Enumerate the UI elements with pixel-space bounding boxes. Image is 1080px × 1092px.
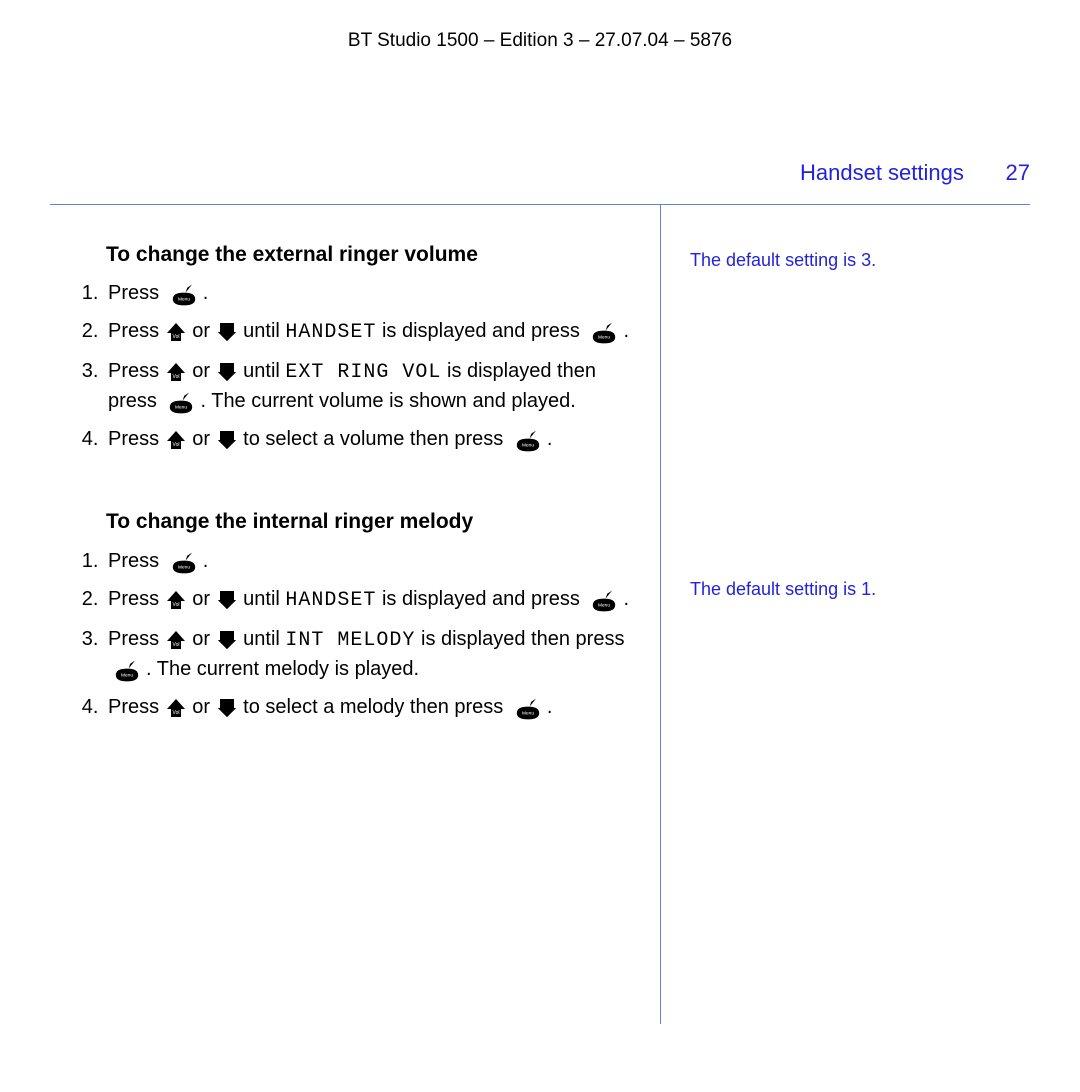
- vol-down-icon: [216, 589, 238, 611]
- vol-up-icon: [165, 361, 187, 383]
- section-header: Handset settings 27: [630, 160, 1030, 186]
- step-text: or: [187, 628, 216, 650]
- step-text: Press: [108, 550, 165, 572]
- step-text: Press: [108, 320, 165, 342]
- step-text: Press: [108, 696, 165, 718]
- procedure-steps: Press . Press or until HANDSET is displa…: [74, 279, 644, 453]
- step: Press or until INT MELODY is displayed t…: [104, 625, 644, 683]
- step-text: .: [547, 696, 553, 718]
- step-text: .: [623, 320, 629, 342]
- step-text: Press: [108, 588, 165, 610]
- menu-button-icon: [509, 429, 547, 451]
- step-text: .: [203, 282, 209, 304]
- lcd-text: HANDSET: [285, 321, 376, 344]
- vol-down-icon: [216, 629, 238, 651]
- vol-up-icon: [165, 429, 187, 451]
- step: Press or until HANDSET is displayed and …: [104, 585, 644, 615]
- menu-button-icon: [165, 551, 203, 573]
- vol-up-icon: [165, 321, 187, 343]
- menu-button-icon: [509, 697, 547, 719]
- menu-button-icon: [585, 321, 623, 343]
- vertical-rule: [660, 204, 661, 1024]
- step-text: Press: [108, 360, 165, 382]
- procedure-title: To change the internal ringer melody: [106, 507, 644, 536]
- step-text: . The current melody is played.: [146, 658, 419, 680]
- lcd-text: INT MELODY: [285, 629, 415, 652]
- side-column: The default setting is 3. The default se…: [690, 240, 1030, 600]
- side-note: The default setting is 3.: [690, 250, 1030, 271]
- page-number: 27: [970, 160, 1030, 186]
- step-text: Press: [108, 428, 165, 450]
- step-text: .: [547, 428, 553, 450]
- step-text: is displayed then press: [415, 628, 624, 650]
- step-text: until: [238, 588, 286, 610]
- procedure-title: To change the external ringer volume: [106, 240, 644, 269]
- procedure-steps: Press . Press or until HANDSET is displa…: [74, 547, 644, 721]
- step-text: until: [238, 320, 286, 342]
- step: Press or to select a volume then press .: [104, 425, 644, 453]
- side-note: The default setting is 1.: [690, 579, 1030, 600]
- step-text: is displayed and press: [376, 588, 585, 610]
- step: Press or to select a melody then press .: [104, 693, 644, 721]
- lcd-text: HANDSET: [285, 589, 376, 612]
- step: Press .: [104, 547, 644, 575]
- step-text: or: [187, 696, 216, 718]
- step: Press or until HANDSET is displayed and …: [104, 317, 644, 347]
- vol-up-icon: [165, 697, 187, 719]
- step-text: or: [187, 588, 216, 610]
- step-text: Press: [108, 628, 165, 650]
- step-text: until: [238, 628, 286, 650]
- step-text: to select a melody then press: [238, 696, 509, 718]
- manual-page: BT Studio 1500 – Edition 3 – 27.07.04 – …: [0, 0, 1080, 1092]
- main-column: To change the external ringer volume Pre…: [74, 240, 644, 775]
- step-text: or: [187, 320, 216, 342]
- step-text: to select a volume then press: [238, 428, 509, 450]
- vol-down-icon: [216, 361, 238, 383]
- step-text: . The current volume is shown and played…: [200, 390, 575, 412]
- step: Press .: [104, 279, 644, 307]
- vol-up-icon: [165, 629, 187, 651]
- vol-down-icon: [216, 429, 238, 451]
- document-header: BT Studio 1500 – Edition 3 – 27.07.04 – …: [0, 30, 1080, 52]
- menu-button-icon: [108, 659, 146, 681]
- step-text: or: [187, 360, 216, 382]
- lcd-text: EXT RING VOL: [285, 361, 441, 384]
- menu-button-icon: [162, 391, 200, 413]
- step-text: .: [623, 588, 629, 610]
- step-text: Press: [108, 282, 165, 304]
- section-title: Handset settings: [800, 160, 964, 185]
- step: Press or until EXT RING VOL is displayed…: [104, 357, 644, 415]
- vol-up-icon: [165, 589, 187, 611]
- step-text: until: [238, 360, 286, 382]
- step-text: or: [187, 428, 216, 450]
- horizontal-rule: [50, 204, 1030, 205]
- vol-down-icon: [216, 321, 238, 343]
- menu-button-icon: [165, 283, 203, 305]
- menu-button-icon: [585, 589, 623, 611]
- vol-down-icon: [216, 697, 238, 719]
- step-text: .: [203, 550, 209, 572]
- step-text: is displayed and press: [376, 320, 585, 342]
